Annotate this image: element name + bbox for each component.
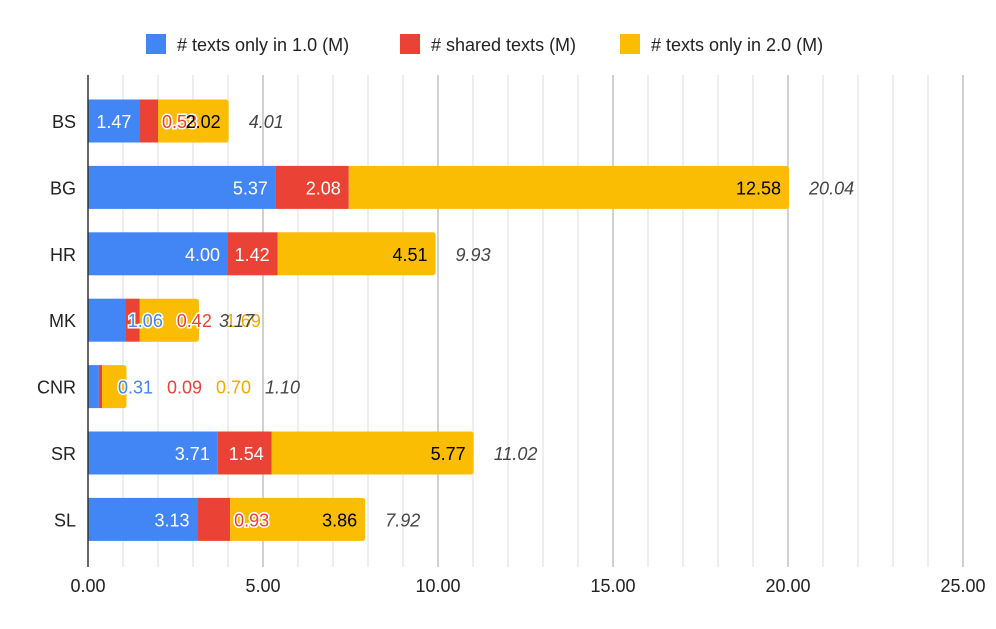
bar-segment-bs-3: [158, 99, 229, 143]
data-label: 3.86: [322, 510, 357, 530]
bars: [88, 99, 790, 541]
category-label: HR: [50, 245, 76, 265]
data-label: 4.00: [185, 245, 220, 265]
data-label: 1.06: [128, 311, 163, 331]
bar-segment-hr-3: [277, 232, 436, 276]
data-label: 3.13: [155, 510, 190, 530]
labels: 1.47 0.532.02 4.01 5.37 2.08 12.58 20.04 4.00 1.…: [96, 111, 854, 532]
total-label: 7.92: [385, 510, 420, 530]
total-label: 4.01: [249, 112, 284, 132]
legend-label-2: # shared texts (M): [431, 35, 576, 55]
category-label: SR: [51, 444, 76, 464]
data-label: 2.08: [306, 178, 341, 198]
bar-segment-bg-2: [275, 165, 349, 209]
total-label: 1.10: [265, 378, 300, 398]
bar-segment-mk-1: [88, 298, 126, 342]
x-tick-label: 20.00: [765, 576, 810, 596]
bar-segment-sl-3: [230, 497, 366, 541]
bar-segment-sl-2: [197, 497, 231, 541]
bar-segment-cnr-3: [102, 365, 127, 409]
bar-segment-mk-3: [139, 298, 199, 342]
bar-segment-bs-1: [88, 99, 140, 143]
bar-segment-bg-1: [88, 165, 276, 209]
legend-swatch-3: [620, 34, 640, 54]
legend-label-1: # texts only in 1.0 (M): [177, 35, 349, 55]
data-label: 5.77: [431, 444, 466, 464]
data-label: 3.71: [175, 444, 210, 464]
data-label: 4.51: [393, 245, 428, 265]
total-label: 20.04: [808, 178, 854, 198]
x-tick-label: 0.00: [70, 576, 105, 596]
category-label: BS: [52, 112, 76, 132]
bar-segment-sr-2: [217, 431, 272, 475]
x-tick-label: 15.00: [590, 576, 635, 596]
bar-segment-bs-2: [139, 99, 158, 143]
category-label: MK: [49, 311, 76, 331]
x-tick-label: 25.00: [940, 576, 985, 596]
bar-segment-bg-3: [348, 165, 790, 209]
data-label: 1.69: [226, 311, 261, 331]
bar-segment-cnr-2: [98, 365, 102, 409]
bar-segment-mk-2: [125, 298, 140, 342]
data-label: 5.37: [233, 178, 268, 198]
data-label: 0.70: [216, 378, 251, 398]
bar-segment-hr-2: [228, 232, 278, 276]
legend-swatch-2: [400, 34, 420, 54]
bar-segment-sr-1: [88, 431, 218, 475]
category-label: CNR: [37, 378, 76, 398]
legend: # texts only in 1.0 (M) # shared texts (M…: [146, 34, 823, 55]
data-label: 12.58: [736, 178, 781, 198]
category-label: SL: [54, 510, 76, 530]
data-label: 1.42: [235, 245, 270, 265]
total-label: 3.17: [219, 311, 255, 331]
data-label: 1.47: [96, 112, 131, 132]
x-tick-label: 10.00: [415, 576, 460, 596]
axis: 0.00 5.00 10.00 15.00 20.00 25.00 BS BG HR MK CNR S…: [37, 75, 986, 596]
legend-label-3: # texts only in 2.0 (M): [651, 35, 823, 55]
bar-segment-hr-1: [88, 232, 228, 276]
x-tick-label: 5.00: [245, 576, 280, 596]
data-label: 0.42: [177, 311, 212, 331]
legend-swatch-1: [146, 34, 166, 54]
bar-segment-cnr-1: [88, 365, 99, 409]
data-label: 0.53: [162, 112, 197, 132]
grid-lines: [122, 75, 964, 567]
data-label: 0.31: [118, 378, 153, 398]
bar-segment-sl-1: [88, 497, 198, 541]
bar-segment-sr-3: [271, 431, 474, 475]
data-label: 2.02: [186, 112, 221, 132]
category-label: BG: [50, 178, 76, 198]
data-label: 0.93: [234, 510, 269, 530]
total-label: 9.93: [456, 245, 491, 265]
data-label: 0.09: [167, 378, 202, 398]
data-label: 1.54: [229, 444, 264, 464]
total-label: 11.02: [494, 444, 538, 464]
